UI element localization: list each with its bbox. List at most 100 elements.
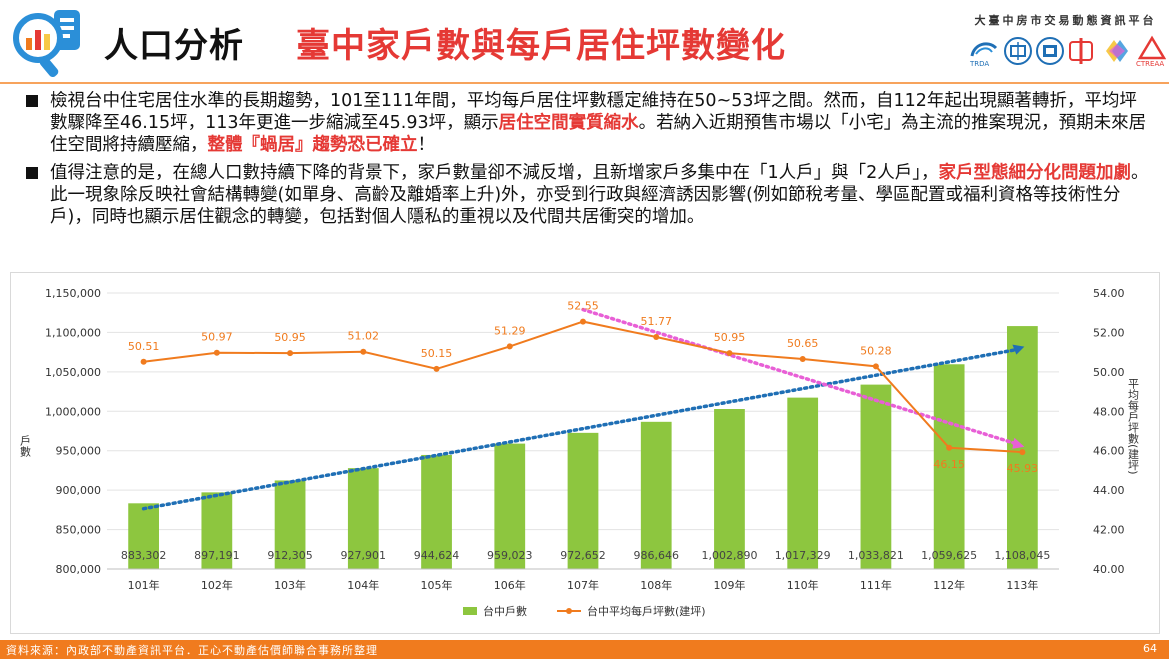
chart-bar-labels: 883,302 897,191 912,305 927,901 944,624 959,0… xyxy=(121,549,1051,562)
line-value-label: 50.15 xyxy=(421,347,453,360)
bar-value-label: 959,023 xyxy=(487,549,533,562)
left-axis-label: 戶數 xyxy=(19,435,32,458)
bar xyxy=(421,454,452,569)
page-title: 人口分析 xyxy=(104,26,244,66)
line-point xyxy=(580,318,586,325)
svg-text:TRDA: TRDA xyxy=(969,60,989,68)
legend-bar-label: 台中戶數 xyxy=(483,604,527,618)
right-tick-label: 48.00 xyxy=(1093,405,1125,418)
page-number: 64 xyxy=(1143,642,1157,655)
line-point xyxy=(433,365,440,372)
x-tick-label: 101年 xyxy=(128,578,160,592)
bullet-square-icon xyxy=(26,167,38,179)
header: 人口分析 臺中家戶數與每戶居住坪數變化 大臺中房市交易動態資訊平台 TRDA xyxy=(0,0,1169,82)
right-tick-label: 50.00 xyxy=(1093,366,1125,379)
bar xyxy=(347,468,379,569)
chart-line-labels: 50.51 50.97 50.95 51.02 50.15 51.29 52.55 51.77… xyxy=(128,300,1038,476)
legend-line-dot xyxy=(566,608,572,614)
trda-logo-icon: TRDA xyxy=(969,42,998,68)
bar-value-label: 912,305 xyxy=(267,549,313,562)
bullet-list: 檢視台中住宅居住水準的長期趨勢，101至111年間，平均每戶居住坪數穩定維持在5… xyxy=(22,90,1152,234)
area-trendline xyxy=(581,307,1019,446)
bar-value-label: 897,191 xyxy=(194,549,240,562)
bar-value-label: 1,017,329 xyxy=(775,549,831,562)
left-tick-label: 1,150,000 xyxy=(45,287,101,300)
bullet-square-icon xyxy=(26,95,38,107)
bullet-1-text-c: ！ xyxy=(417,135,436,155)
line-point xyxy=(360,348,367,355)
household-trendline xyxy=(141,347,1019,511)
x-tick-label: 108年 xyxy=(640,578,672,592)
line-value-label: 52.55 xyxy=(567,300,599,313)
bullet-item-1: 檢視台中住宅居住水準的長期趨勢，101至111年間，平均每戶居住坪數穩定維持在5… xyxy=(22,90,1152,156)
area-trend-arrow xyxy=(1012,437,1025,449)
bar xyxy=(860,384,892,569)
x-tick-label: 105年 xyxy=(421,578,453,592)
right-tick-label: 40.00 xyxy=(1093,563,1125,576)
svg-text:CTREAA: CTREAA xyxy=(1136,60,1164,68)
line-point xyxy=(1019,449,1026,456)
bar-value-label: 883,302 xyxy=(121,549,167,562)
bullet-item-2: 值得注意的是，在總人口數持續下降的背景下，家戶數量卻不減反增，且新增家戶多集中在… xyxy=(22,162,1152,228)
bullet-2-text-a: 值得注意的是，在總人口數持續下降的背景下，家戶數量卻不減反增，且新增家戶多集中在… xyxy=(50,163,939,183)
x-axis: 101年 102年 103年 104年 105年 106年 107年 108年 109年 110年… xyxy=(107,568,1059,592)
bar-value-label: 1,033,821 xyxy=(848,549,904,562)
bar xyxy=(567,432,599,569)
x-tick-label: 112年 xyxy=(933,578,965,592)
left-tick-label: 850,000 xyxy=(56,524,102,537)
x-tick-label: 107年 xyxy=(567,578,599,592)
x-tick-label: 106年 xyxy=(494,578,526,592)
seal-logo-icon xyxy=(1036,37,1064,65)
zhong-logo-icon xyxy=(1069,38,1093,64)
chart-line xyxy=(140,318,1026,456)
legend-line-label: 台中平均每戶坪數(建坪) xyxy=(587,604,706,618)
bullet-1-text-a: 檢視台中住宅居住水準的長期趨勢，101至111年間，平均每戶居住坪數穩定維持在5… xyxy=(50,91,1137,133)
line-point xyxy=(213,349,220,356)
bar xyxy=(933,364,965,569)
line-value-label: 51.29 xyxy=(494,324,526,337)
x-tick-label: 103年 xyxy=(274,578,306,592)
bar-value-label: 1,059,625 xyxy=(921,549,977,562)
x-tick-label: 110年 xyxy=(787,578,819,592)
line-point xyxy=(506,343,513,350)
page-subtitle: 臺中家戶數與每戶居住坪數變化 xyxy=(296,26,786,66)
right-tick-label: 42.00 xyxy=(1093,524,1125,537)
right-tick-label: 46.00 xyxy=(1093,445,1125,458)
household-trend-arrow xyxy=(1012,344,1025,355)
bar-value-label: 1,108,045 xyxy=(994,549,1050,562)
chart-legend: 台中戶數 台中平均每戶坪數(建坪) xyxy=(463,604,706,618)
left-tick-label: 950,000 xyxy=(56,445,102,458)
legend-bar-swatch xyxy=(463,607,477,615)
bullet-2-text-b: 。此一現象除反映社會結構轉變(如單身、高齡及離婚率上升)外，亦受到行政與經濟誘因… xyxy=(50,163,1149,227)
bar xyxy=(128,503,159,569)
right-tick-label: 44.00 xyxy=(1093,484,1125,497)
source-note: 資料來源：內政部不動產資訊平台．正心不動產估價師聯合事務所整理 xyxy=(6,644,378,657)
left-axis: 800,000 850,000 900,000 950,000 1,000,000 1,0… xyxy=(45,287,101,576)
right-axis-label: 平均每戶坪數(建坪) xyxy=(1127,378,1140,475)
bar xyxy=(787,397,819,569)
association-logo-icon xyxy=(1004,37,1032,65)
partner-logos: TRDA CTREAA xyxy=(969,35,1166,68)
left-tick-label: 1,000,000 xyxy=(45,405,101,418)
bar-value-label: 944,624 xyxy=(414,549,460,562)
bar xyxy=(201,492,233,569)
bar-value-label: 1,002,890 xyxy=(701,549,757,562)
bar xyxy=(494,443,526,569)
left-tick-label: 1,050,000 xyxy=(45,366,101,379)
x-tick-label: 113年 xyxy=(1006,578,1038,592)
line-value-label: 50.51 xyxy=(128,340,160,353)
footer: 資料來源：內政部不動產資訊平台．正心不動產估價師聯合事務所整理 64 xyxy=(0,640,1169,659)
right-tick-label: 52.00 xyxy=(1093,326,1125,339)
bar xyxy=(714,409,745,569)
line-value-label: 51.02 xyxy=(348,330,380,343)
x-tick-label: 104年 xyxy=(347,578,379,592)
line-point xyxy=(140,358,147,365)
bullet-2-highlight: 家戶型態細分化問題加劇 xyxy=(938,163,1132,183)
bar xyxy=(640,421,672,569)
x-tick-label: 102年 xyxy=(201,578,233,592)
line-value-label: 45.93 xyxy=(1007,462,1039,475)
line-value-label: 50.95 xyxy=(274,331,306,344)
chart-bars xyxy=(128,326,1038,569)
household-chart: 883,302 897,191 912,305 927,901 944,624 959,0… xyxy=(19,287,1140,618)
line-point xyxy=(872,363,879,370)
